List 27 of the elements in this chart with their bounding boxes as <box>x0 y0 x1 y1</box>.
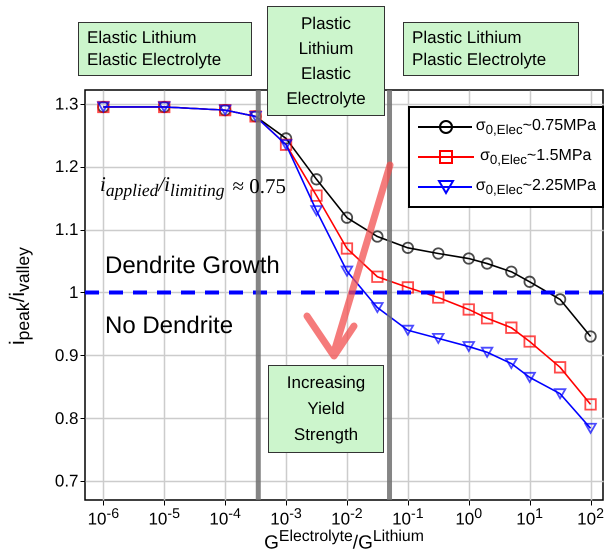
y-tick-label: 1.1 <box>54 220 78 240</box>
x-tick-label: 10$^{-1}$ <box>391 506 425 530</box>
x-tick-label: 10$^{-5}$ <box>147 506 181 530</box>
text: Plastic Lithium Plastic Electrolyte <box>403 22 579 76</box>
x-tick-label: 10$^{-3}$ <box>269 506 303 530</box>
x-tick-label: 10$^{-4}$ <box>208 506 242 530</box>
legend-label: σ$_{0,Elec}$~1.5MPa <box>480 146 592 168</box>
y-tick-label: 1.2 <box>54 157 78 176</box>
x-tick-label: 10$^{1}$ <box>515 506 544 530</box>
x-tick-label: 10$^{-2}$ <box>330 506 364 530</box>
annotation: i$_{applied}$/i$_{limiting}$ ≈ 0.75 <box>100 172 286 202</box>
y-tick-label: 0.9 <box>54 346 78 365</box>
annotation: Increasing Yield Strength <box>268 365 384 453</box>
annotation: No Dendrite <box>105 312 234 340</box>
legend-label: σ$_{0,Elec}$~0.75MPa <box>476 116 596 138</box>
annotation: Dendrite Growth <box>105 252 280 280</box>
x-axis-title: G$^{Electrolyte}$/G$^{Lithium}$ <box>263 528 425 554</box>
x-tick-label: 10$^{0}$ <box>454 506 484 530</box>
y-tick-label: 1 <box>69 282 78 302</box>
text: Elastic Lithium Elastic Electrolyte <box>78 22 252 76</box>
y-tick-label: 0.7 <box>54 472 78 491</box>
x-tick-label: 10$^{2}$ <box>576 506 605 530</box>
legend-label: σ$_{0,Elec}$~2.25MPa <box>476 176 596 198</box>
annotation: Plastic Lithium Elastic Electrolyte <box>267 6 385 116</box>
x-tick-label: 10$^{-6}$ <box>86 506 120 530</box>
y-tick-label: 1.3 <box>54 94 78 114</box>
y-tick-label: 0.8 <box>54 408 78 428</box>
